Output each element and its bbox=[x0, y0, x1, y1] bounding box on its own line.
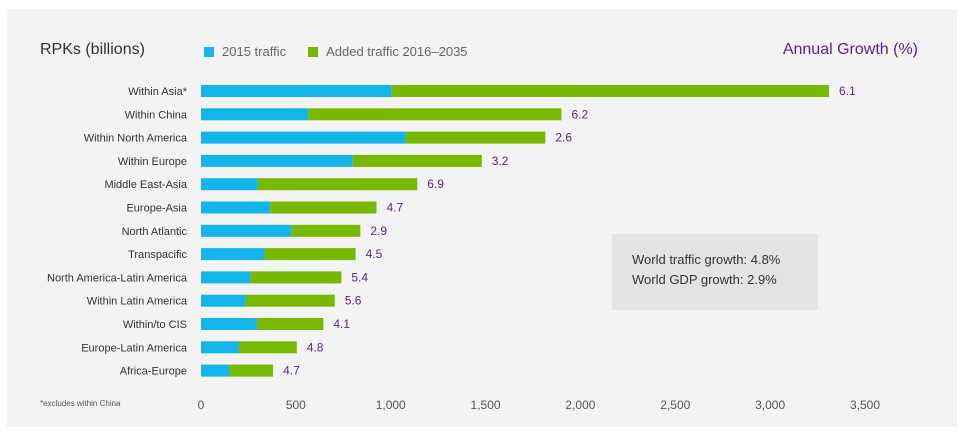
bar-added-traffic bbox=[405, 131, 546, 144]
category-label: North America-Latin America bbox=[47, 272, 188, 284]
category-label: North Atlantic bbox=[122, 226, 188, 238]
legend-label-2015-traffic: 2015 traffic bbox=[222, 44, 287, 59]
annual-growth-label: 4.1 bbox=[333, 317, 350, 331]
bar-2015-traffic bbox=[201, 248, 265, 261]
bar-2015-traffic bbox=[201, 85, 392, 97]
annual-growth-label: 4.7 bbox=[283, 364, 300, 378]
bar-added-traffic bbox=[291, 224, 361, 237]
x-tick-label: 0 bbox=[198, 398, 205, 412]
info-traffic-growth: World traffic growth: 4.8% bbox=[632, 252, 781, 267]
x-tick-label: 3,000 bbox=[755, 398, 785, 412]
bar-added-traffic bbox=[245, 294, 335, 307]
legend: 2015 traffic Added traffic 2016–2035 bbox=[204, 44, 490, 59]
y-axis-title: RPKs (billions) bbox=[40, 41, 145, 58]
x-tick-label: 2,500 bbox=[660, 398, 690, 412]
chart-panel bbox=[7, 9, 957, 427]
annual-growth-label: 4.5 bbox=[366, 247, 383, 261]
category-label: Transpacific bbox=[128, 249, 187, 261]
bar-added-traffic bbox=[270, 201, 377, 214]
annual-growth-label: 5.4 bbox=[351, 270, 368, 284]
x-tick-label: 1,000 bbox=[376, 398, 406, 412]
annual-growth-label: 5.6 bbox=[345, 294, 362, 308]
bar-2015-traffic bbox=[201, 178, 258, 191]
category-label: Within China bbox=[125, 109, 188, 121]
category-label: Africa-Europe bbox=[120, 366, 187, 378]
bar-2015-traffic bbox=[201, 364, 230, 377]
x-tick-label: 3,500 bbox=[850, 398, 880, 412]
x-tick-label: 1,500 bbox=[471, 398, 501, 412]
bar-added-traffic bbox=[352, 154, 482, 167]
category-label: Europe-Latin America bbox=[81, 342, 188, 354]
bar-added-traffic bbox=[264, 248, 356, 261]
legend-item-added-traffic: Added traffic 2016–2035 bbox=[308, 44, 468, 59]
bar-2015-traffic bbox=[201, 108, 309, 121]
bar-2015-traffic bbox=[201, 341, 239, 354]
bar-added-traffic bbox=[250, 271, 342, 284]
annual-growth-label: 6.9 bbox=[427, 177, 444, 191]
annual-growth-label: 2.6 bbox=[555, 131, 572, 145]
bar-2015-traffic bbox=[201, 318, 257, 330]
legend-swatch-base bbox=[204, 46, 214, 57]
bar-2015-traffic bbox=[201, 154, 353, 167]
info-box: World traffic growth: 4.8% World GDP gro… bbox=[612, 234, 818, 310]
bar-added-traffic bbox=[257, 178, 418, 191]
bar-added-traffic bbox=[308, 108, 562, 121]
annual-growth-label: 4.8 bbox=[307, 340, 324, 354]
category-label: Within Europe bbox=[118, 156, 187, 168]
x-tick-label: 500 bbox=[286, 398, 306, 412]
annual-growth-label: 6.2 bbox=[571, 107, 588, 121]
bar-added-traffic bbox=[229, 364, 274, 377]
bar-added-traffic bbox=[238, 341, 297, 354]
annual-growth-label: 6.1 bbox=[839, 84, 856, 98]
category-label: Within/to CIS bbox=[123, 319, 187, 331]
growth-axis-title: Annual Growth (%) bbox=[782, 41, 918, 58]
legend-label-added-traffic: Added traffic 2016–2035 bbox=[326, 44, 468, 59]
legend-swatch-added bbox=[308, 46, 319, 57]
bar-added-traffic bbox=[391, 85, 829, 97]
annual-growth-label: 3.2 bbox=[492, 154, 509, 168]
footnote: *excludes within China bbox=[40, 399, 121, 408]
category-label: Middle East-Asia bbox=[104, 179, 187, 191]
bar-2015-traffic bbox=[201, 201, 271, 214]
legend-item-2015-traffic: 2015 traffic bbox=[204, 44, 286, 59]
category-label: Europe-Asia bbox=[126, 203, 187, 215]
category-label: Within North America bbox=[84, 133, 188, 145]
info-gdp-growth: World GDP growth: 2.9% bbox=[632, 272, 777, 287]
bar-2015-traffic bbox=[201, 224, 292, 237]
bar-2015-traffic bbox=[201, 131, 406, 144]
bar-added-traffic bbox=[256, 318, 324, 330]
bar-2015-traffic bbox=[201, 294, 246, 307]
bar-2015-traffic bbox=[201, 271, 251, 284]
category-label: Within Asia* bbox=[128, 86, 187, 98]
annual-growth-label: 2.9 bbox=[370, 224, 387, 238]
x-tick-label: 2,000 bbox=[565, 398, 595, 412]
category-label: Within Latin America bbox=[87, 296, 188, 308]
annual-growth-label: 4.7 bbox=[386, 201, 403, 215]
